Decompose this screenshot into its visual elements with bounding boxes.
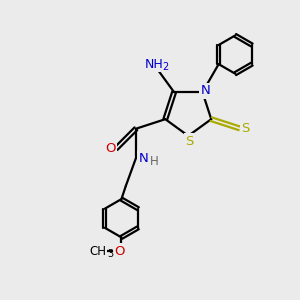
Text: CH: CH [89, 245, 106, 258]
Text: S: S [242, 122, 250, 135]
Text: H: H [150, 154, 158, 168]
Text: S: S [186, 135, 194, 148]
Text: N: N [138, 152, 148, 165]
Text: O: O [106, 142, 116, 155]
Text: 2: 2 [162, 62, 169, 72]
Text: 3: 3 [107, 249, 113, 259]
Text: NH: NH [145, 58, 164, 71]
Text: N: N [200, 84, 210, 97]
Text: O: O [115, 245, 125, 258]
